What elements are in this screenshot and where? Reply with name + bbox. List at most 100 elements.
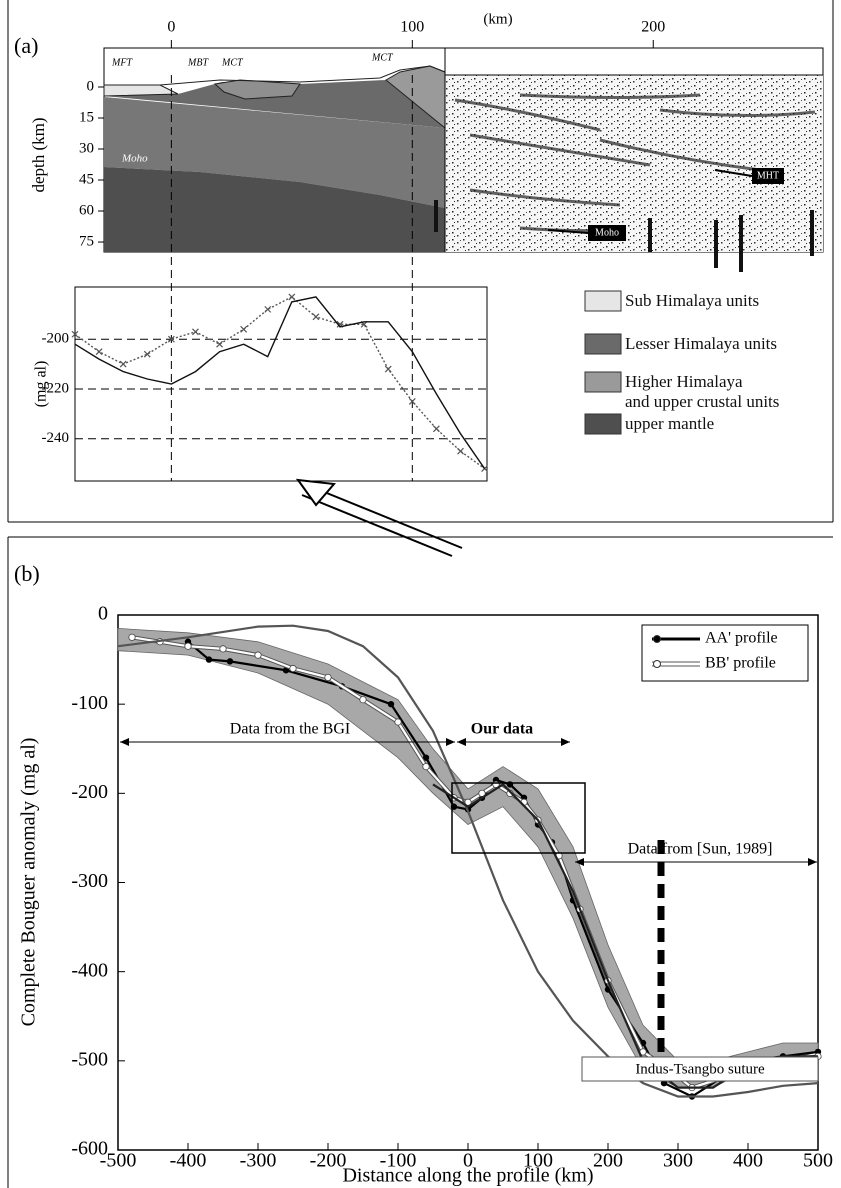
legend-label: AA' profile	[705, 630, 778, 647]
data-point	[219, 645, 227, 653]
moho-label: Moho	[121, 153, 148, 165]
data-point	[143, 350, 151, 358]
x-tick-label: 0	[463, 1150, 473, 1172]
data-point	[184, 642, 192, 650]
y-tick-label: -600	[71, 1138, 108, 1160]
annotation: Data from the BGI	[230, 721, 350, 738]
arrow-head	[295, 478, 336, 507]
y-tick-label: -200	[42, 331, 70, 347]
data-point	[660, 1079, 668, 1087]
y-tick-label: 15	[79, 109, 94, 125]
x-tick-label: 300	[663, 1150, 693, 1172]
legend-label: Higher Himalaya and upper crustal units	[625, 372, 780, 411]
fault-label: MCT	[371, 52, 394, 63]
data-point	[422, 762, 430, 771]
arrow-head	[808, 858, 817, 866]
y-tick-label: -220	[42, 380, 70, 396]
legend-swatch	[584, 371, 622, 393]
series-line	[117, 624, 819, 1098]
x-tick-label: -100	[380, 1150, 417, 1172]
x-tick-label: -500	[100, 1150, 137, 1172]
y-tick-label: 75	[79, 233, 94, 249]
pointer	[714, 169, 753, 177]
fault-label: MFT	[111, 57, 133, 68]
legend-marker	[653, 660, 661, 668]
crust	[104, 97, 445, 208]
topography	[104, 65, 446, 86]
arrow-head	[561, 738, 570, 746]
legend-swatch	[584, 290, 622, 312]
annotation: Data from [Sun, 1989]	[628, 841, 773, 858]
y-tick-label: 45	[79, 171, 94, 187]
data-point	[384, 365, 392, 373]
data-point	[289, 664, 297, 673]
legend-label: upper mantle	[625, 414, 715, 433]
panel-label: (b)	[14, 561, 40, 586]
highlight-box	[451, 782, 586, 854]
data-point	[312, 313, 320, 321]
y-tick-label: -200	[71, 781, 108, 803]
x-tick-label: -400	[170, 1150, 207, 1172]
mht-label: MHT	[757, 170, 779, 181]
data-point	[394, 718, 402, 726]
label-box	[588, 225, 626, 241]
x-tick-label: -200	[310, 1150, 347, 1172]
series-line	[187, 640, 819, 1098]
data-point	[506, 781, 514, 788]
x-tick-label: 100	[400, 19, 424, 36]
data-point	[359, 696, 367, 704]
y-tick-label: -240	[42, 430, 70, 446]
moho-label: Moho	[595, 227, 619, 238]
y-tick-label: 60	[79, 202, 94, 218]
legend-label: BB' profile	[705, 655, 776, 672]
data-point	[457, 447, 464, 455]
legend-label: Sub Himalaya units	[625, 291, 760, 310]
data-point	[422, 754, 430, 761]
legend-label: Lesser Himalaya units	[625, 334, 778, 353]
legend-box	[641, 624, 809, 682]
arrow-head	[457, 738, 466, 746]
y-tick-label: 0	[98, 603, 108, 625]
data-point	[119, 360, 127, 368]
data-point	[240, 325, 248, 333]
x-axis-label: Distance along the profile (km)	[342, 1165, 593, 1187]
legend-swatch	[584, 413, 622, 435]
arrow-head	[120, 738, 129, 746]
data-point	[95, 348, 103, 356]
data-point	[282, 667, 290, 674]
data-point	[128, 633, 136, 641]
y-axis-label: (mg al)	[33, 361, 50, 408]
y-axis-label: depth (km)	[29, 117, 48, 192]
annotation-box	[581, 1056, 819, 1082]
annotation: Indus-Tsangbo suture	[635, 1061, 765, 1077]
data-point	[324, 673, 332, 682]
y-tick-label: -500	[71, 1048, 108, 1070]
fault-label: MCT	[221, 57, 244, 68]
x-tick-label: -300	[240, 1150, 277, 1172]
mantle	[104, 167, 445, 252]
data-point	[288, 293, 296, 301]
arrow-head	[446, 738, 455, 746]
data-point	[226, 658, 234, 665]
y-tick-label: -400	[71, 959, 108, 981]
x-tick-label: 200	[593, 1150, 623, 1172]
panel-label: (a)	[14, 33, 38, 58]
y-tick-label: -100	[71, 692, 108, 714]
x-tick-label: 500	[803, 1150, 833, 1172]
arrow-head	[575, 858, 584, 866]
label-box	[752, 168, 784, 184]
y-tick-label: -300	[71, 870, 108, 892]
data-point	[264, 305, 272, 313]
x-tick-label: 200	[641, 19, 665, 36]
data-point	[216, 340, 223, 348]
arrow	[301, 494, 453, 557]
x-tick-label: 400	[733, 1150, 763, 1172]
data-point	[167, 335, 175, 343]
x-tick-label: 100	[523, 1150, 553, 1172]
envelope-band	[117, 627, 819, 1088]
seismic-reflectors	[454, 93, 816, 233]
pointer	[547, 229, 589, 234]
data-point	[408, 397, 416, 405]
legend-marker	[653, 635, 661, 643]
